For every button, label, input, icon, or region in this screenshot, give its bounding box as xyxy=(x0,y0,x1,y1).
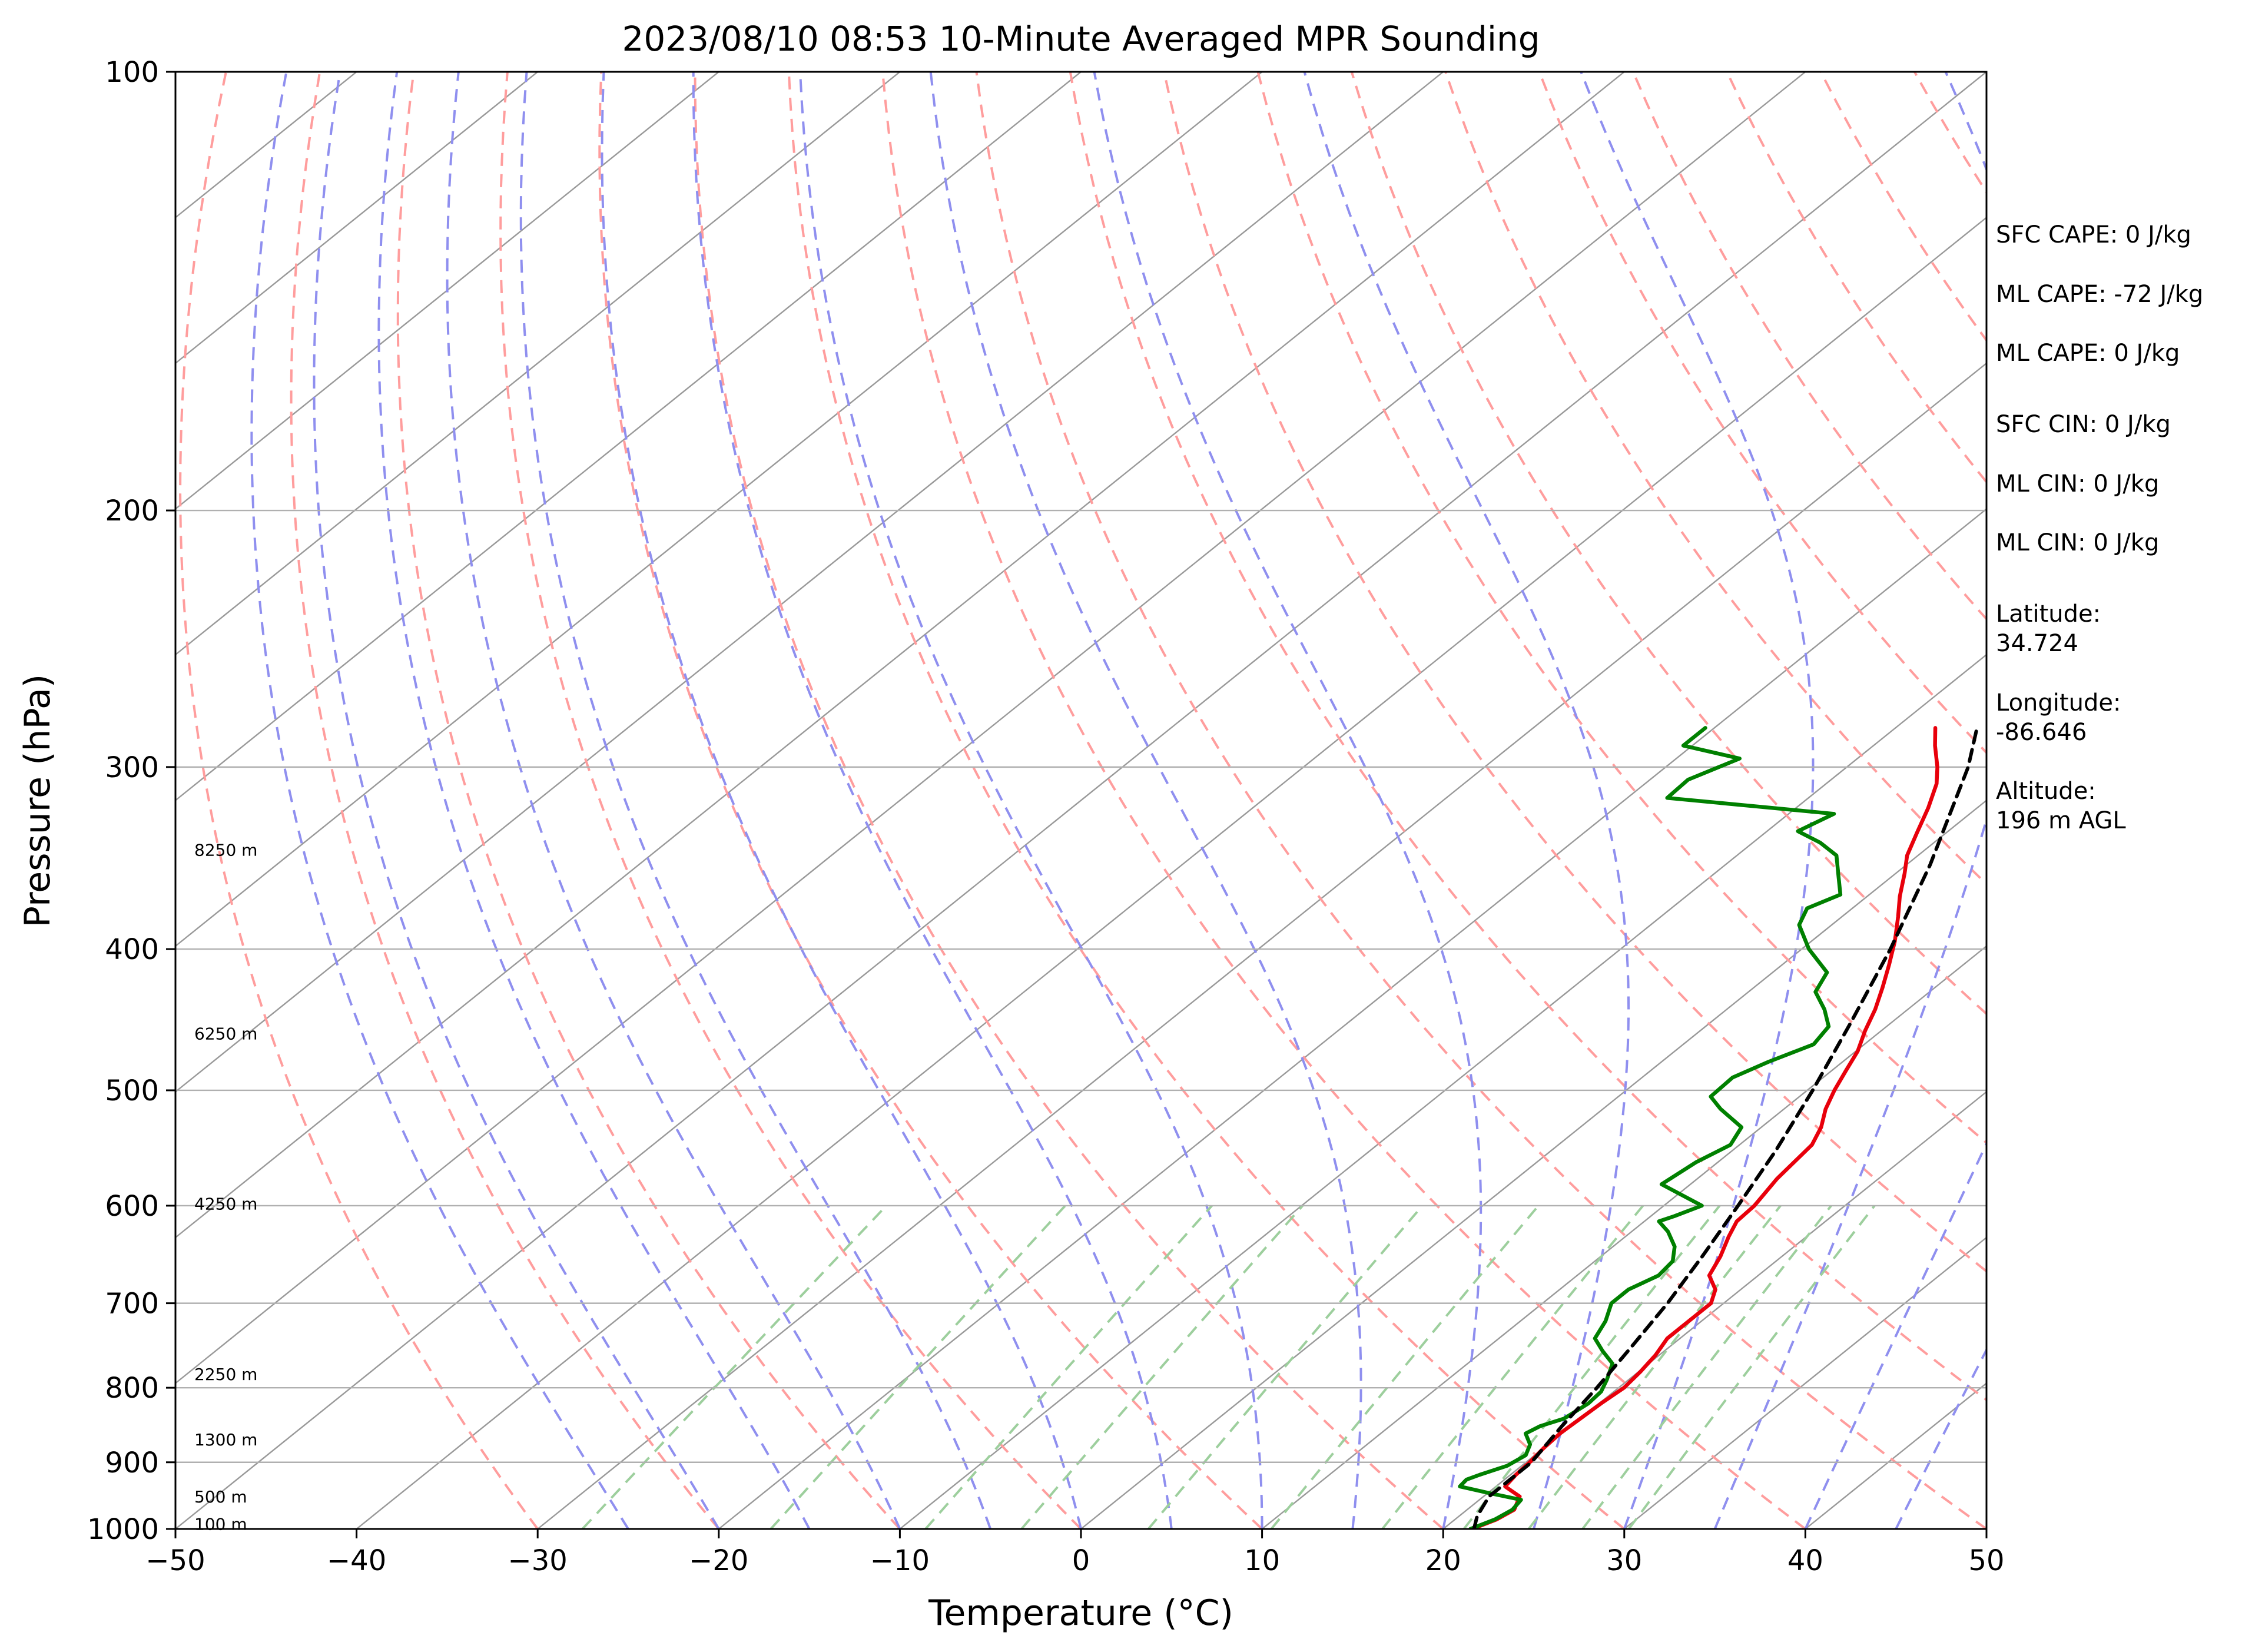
info-panel: SFC CAPE: 0 J/kg ML CAPE: -72 J/kg ML CA… xyxy=(1996,221,2203,834)
y-tick-label: 700 xyxy=(105,1288,159,1321)
x-tick-label: 50 xyxy=(1968,1544,2004,1577)
latitude-value: 34.724 xyxy=(1996,630,2078,657)
y-axis: 1000 900 800 700 600 500 400 300 200 100 xyxy=(87,56,175,1546)
moist-adiabat-line xyxy=(692,72,1173,1529)
x-tick-label: 10 xyxy=(1244,1544,1280,1577)
sfc-cape-text: SFC CAPE: 0 J/kg xyxy=(1996,221,2191,248)
dry-adiabat-line xyxy=(499,72,1082,1529)
dry-adiabat-line xyxy=(1350,72,1986,1016)
isotherm-line xyxy=(175,72,1444,1093)
parcel-series xyxy=(1472,726,1979,1529)
y-tick-label: 100 xyxy=(105,56,159,89)
dry-adiabat-line xyxy=(975,72,1986,1529)
isotherm-line xyxy=(718,507,1986,1529)
sounding-series xyxy=(1458,726,1979,1529)
y-tick-label: 400 xyxy=(105,933,159,966)
isotherm-line xyxy=(356,216,1986,1529)
height-label: 6250 m xyxy=(194,1024,257,1043)
moist-adiabat-line xyxy=(1895,1347,1986,1529)
height-label: 2250 m xyxy=(194,1365,257,1384)
height-label: 100 m xyxy=(194,1514,247,1534)
dry-adiabat-line xyxy=(396,72,901,1529)
isotherm-line xyxy=(175,72,1625,1239)
isotherm-line xyxy=(899,653,1986,1529)
isotherm-line xyxy=(175,72,719,510)
height-label: 500 m xyxy=(194,1487,247,1507)
altitude-label: Altitude: xyxy=(1996,778,2096,805)
height-label: 8250 m xyxy=(194,841,257,860)
moist-adiabat-line xyxy=(1713,72,1986,1529)
moist-adiabat-line xyxy=(799,72,1263,1529)
y-tick-label: 300 xyxy=(105,751,159,784)
x-axis: −50 −40 −30 −20 −10 0 10 20 30 40 50 xyxy=(145,1529,2005,1577)
dry-adiabat-line xyxy=(1256,72,1986,1145)
isotherm-line xyxy=(175,72,901,656)
moist-adiabat-line xyxy=(446,72,901,1529)
y-tick-label: 800 xyxy=(105,1372,159,1405)
moist-adiabat-line xyxy=(250,72,629,1529)
isotherm-line xyxy=(175,72,1263,947)
y-tick-label: 600 xyxy=(105,1190,159,1223)
mixing-ratio-line xyxy=(1020,1205,1304,1529)
y-tick-label: 900 xyxy=(105,1447,159,1479)
x-tick-label: 40 xyxy=(1787,1544,1823,1577)
sfc-cin-text: SFC CIN: 0 J/kg xyxy=(1996,411,2171,438)
x-tick-label: 0 xyxy=(1072,1544,1090,1577)
x-tick-label: 30 xyxy=(1606,1544,1642,1577)
background-reference-lines xyxy=(175,72,1986,1529)
altitude-value: 196 m AGL xyxy=(1996,807,2126,834)
dry-adiabat-line xyxy=(1069,72,1986,1402)
moist-adiabat-line xyxy=(313,72,720,1529)
x-tick-label: −20 xyxy=(689,1544,748,1577)
latitude-label: Latitude: xyxy=(1996,601,2101,628)
dry-adiabat-line xyxy=(290,72,720,1529)
dry-adiabat-line xyxy=(787,72,1626,1529)
longitude-label: Longitude: xyxy=(1996,689,2121,716)
isotherm-line xyxy=(1624,1236,1986,1529)
moist-adiabat-line xyxy=(1804,1141,1986,1529)
dry-adiabat-line xyxy=(1163,72,1986,1273)
x-tick-label: −40 xyxy=(327,1544,386,1577)
dry-adiabat-line xyxy=(179,72,539,1529)
chart-title: 2023/08/10 08:53 10-Minute Averaged MPR … xyxy=(622,19,1540,59)
dewpoint-series xyxy=(1458,726,1843,1529)
dry-adiabat-line xyxy=(598,72,1263,1529)
height-label: 1300 m xyxy=(194,1430,257,1449)
moist-adiabat-line xyxy=(519,72,992,1529)
isotherm-line xyxy=(175,72,538,364)
isotherm-line xyxy=(175,72,1986,1529)
x-axis-label: Temperature (°C) xyxy=(928,1593,1233,1634)
isotherm-line xyxy=(175,72,1082,802)
moist-adiabat-line xyxy=(377,72,811,1529)
x-tick-label: −30 xyxy=(508,1544,568,1577)
isotherm-line xyxy=(1080,799,1986,1529)
x-tick-label: 20 xyxy=(1425,1544,1461,1577)
y-tick-label: 500 xyxy=(105,1074,159,1107)
isobar-gridlines xyxy=(175,72,1986,1529)
dry-adiabat-line xyxy=(694,72,1444,1529)
ml-cape-text-2: ML CAPE: 0 J/kg xyxy=(1996,340,2180,367)
isotherm-line xyxy=(1442,1090,1986,1529)
x-tick-label: −10 xyxy=(870,1544,930,1577)
moist-adiabat-line xyxy=(601,72,1082,1529)
height-label: 4250 m xyxy=(194,1194,257,1213)
y-axis-label: Pressure (hPa) xyxy=(17,674,58,927)
isotherm-line xyxy=(537,362,1986,1529)
isotherm-line xyxy=(175,72,1806,1385)
moist-adiabat-line xyxy=(1093,72,1482,1529)
longitude-value: -86.646 xyxy=(1996,719,2087,746)
y-tick-label: 1000 xyxy=(87,1513,159,1546)
y-tick-label: 200 xyxy=(105,495,159,528)
isotherm-line xyxy=(1261,945,1986,1529)
height-labels: 100 m 500 m 1300 m 2250 m 4250 m 6250 m 8250 m xyxy=(194,841,257,1534)
ml-cin-text-2: ML CIN: 0 J/kg xyxy=(1996,529,2159,556)
mixing-ratio-line xyxy=(770,1205,1066,1529)
mixing-ratio-line xyxy=(924,1205,1213,1529)
dry-adiabat-line xyxy=(1444,72,1986,886)
ml-cape-text: ML CAPE: -72 J/kg xyxy=(1996,281,2203,308)
x-tick-label: −50 xyxy=(145,1544,205,1577)
dry-adiabat-line xyxy=(881,72,1806,1529)
ml-cin-text: ML CIN: 0 J/kg xyxy=(1996,470,2159,497)
